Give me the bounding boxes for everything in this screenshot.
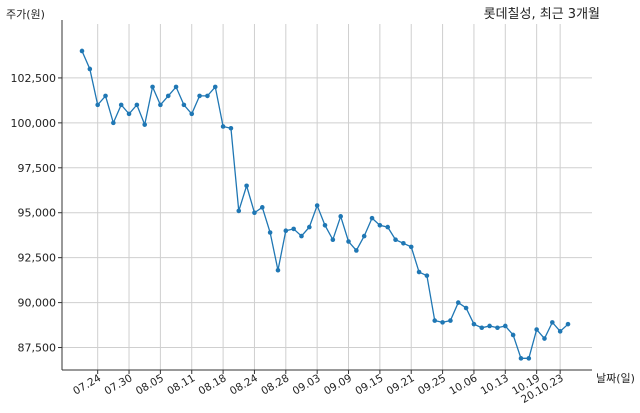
data-point (385, 224, 391, 230)
x-tick-label: 09.03 (291, 372, 323, 397)
data-point (150, 84, 155, 90)
grid-layer (62, 24, 592, 370)
data-point (361, 233, 367, 239)
x-tick-label: 09.25 (416, 372, 448, 397)
x-tick-label: 08.05 (134, 372, 166, 397)
x-tick-label: 08.24 (228, 372, 260, 398)
data-point (228, 125, 234, 131)
data-point (283, 228, 289, 233)
data-point (95, 102, 100, 108)
label-layer: 롯데칠성, 최근 3개월 주가(원) 날짜(일) (6, 7, 635, 385)
data-point (542, 336, 547, 341)
x-tick-label: 08.28 (259, 372, 291, 397)
x-tick-label: 09.15 (353, 372, 385, 397)
x-axis-label: 날짜(일) (596, 371, 635, 385)
series-layer (79, 48, 571, 361)
y-tick-label: 97,500 (18, 162, 57, 175)
x-tick-label: 07.30 (102, 372, 134, 397)
data-point (479, 325, 485, 331)
y-tick-label: 102,500 (11, 72, 57, 85)
data-point (518, 356, 524, 361)
data-point (314, 203, 320, 208)
data-point (534, 327, 539, 332)
data-point (557, 329, 563, 334)
y-axis-label: 주가(원) (6, 8, 45, 21)
data-point (111, 120, 116, 126)
data-point (526, 356, 532, 361)
data-point (134, 102, 140, 108)
x-tick-label: 08.11 (165, 372, 197, 397)
data-point (197, 93, 202, 99)
data-point (259, 205, 265, 210)
data-point (299, 233, 304, 239)
data-point (205, 93, 210, 99)
data-point (126, 111, 132, 117)
data-point (103, 93, 108, 99)
data-point (448, 318, 453, 323)
data-point (338, 214, 343, 219)
y-tick-label: 90,000 (18, 297, 57, 310)
data-point (463, 305, 469, 311)
data-point (440, 320, 445, 325)
data-point (550, 320, 555, 325)
data-point (158, 102, 163, 108)
data-point (495, 325, 500, 331)
y-tick-label: 87,500 (18, 342, 57, 355)
data-point (275, 267, 281, 273)
data-point (87, 66, 93, 72)
x-tick-label: 09.21 (385, 372, 417, 397)
data-point (236, 208, 242, 214)
data-point (510, 332, 516, 338)
data-point (307, 224, 312, 230)
x-tick-label: 08.18 (197, 372, 229, 397)
y-tick-label: 100,000 (11, 117, 57, 130)
chart-title: 롯데칠성, 최근 3개월 (484, 7, 600, 22)
series-line (81, 50, 569, 359)
x-tick-label: 09.09 (322, 372, 354, 397)
data-point (408, 244, 414, 250)
data-point (142, 122, 148, 127)
data-point (165, 93, 171, 99)
data-point (212, 84, 218, 90)
data-point (189, 111, 195, 117)
data-point (424, 273, 430, 278)
data-point (79, 48, 85, 54)
data-point (487, 323, 492, 329)
data-point (354, 248, 359, 253)
data-point (416, 269, 422, 275)
data-point (244, 183, 249, 189)
data-point (565, 321, 571, 327)
data-point (401, 240, 406, 246)
x-tick-label: 10.13 (479, 372, 511, 397)
data-point (220, 124, 226, 129)
data-point (173, 84, 179, 90)
x-tick-label: 07.24 (71, 372, 103, 398)
x-tick-label: 10.06 (447, 372, 479, 398)
data-point (291, 226, 296, 232)
data-point (455, 300, 461, 305)
data-point (377, 223, 383, 228)
data-point (330, 237, 336, 242)
data-point (502, 323, 508, 329)
data-point (432, 318, 438, 323)
data-point (471, 321, 477, 327)
data-point (267, 230, 273, 235)
data-point (322, 223, 328, 228)
data-point (118, 102, 124, 108)
y-tick-label: 95,000 (18, 207, 57, 220)
data-point (369, 215, 375, 221)
data-point (252, 210, 257, 216)
data-point (393, 237, 398, 242)
data-point (181, 102, 187, 108)
y-tick-label: 92,500 (18, 252, 57, 265)
data-point (346, 239, 351, 244)
